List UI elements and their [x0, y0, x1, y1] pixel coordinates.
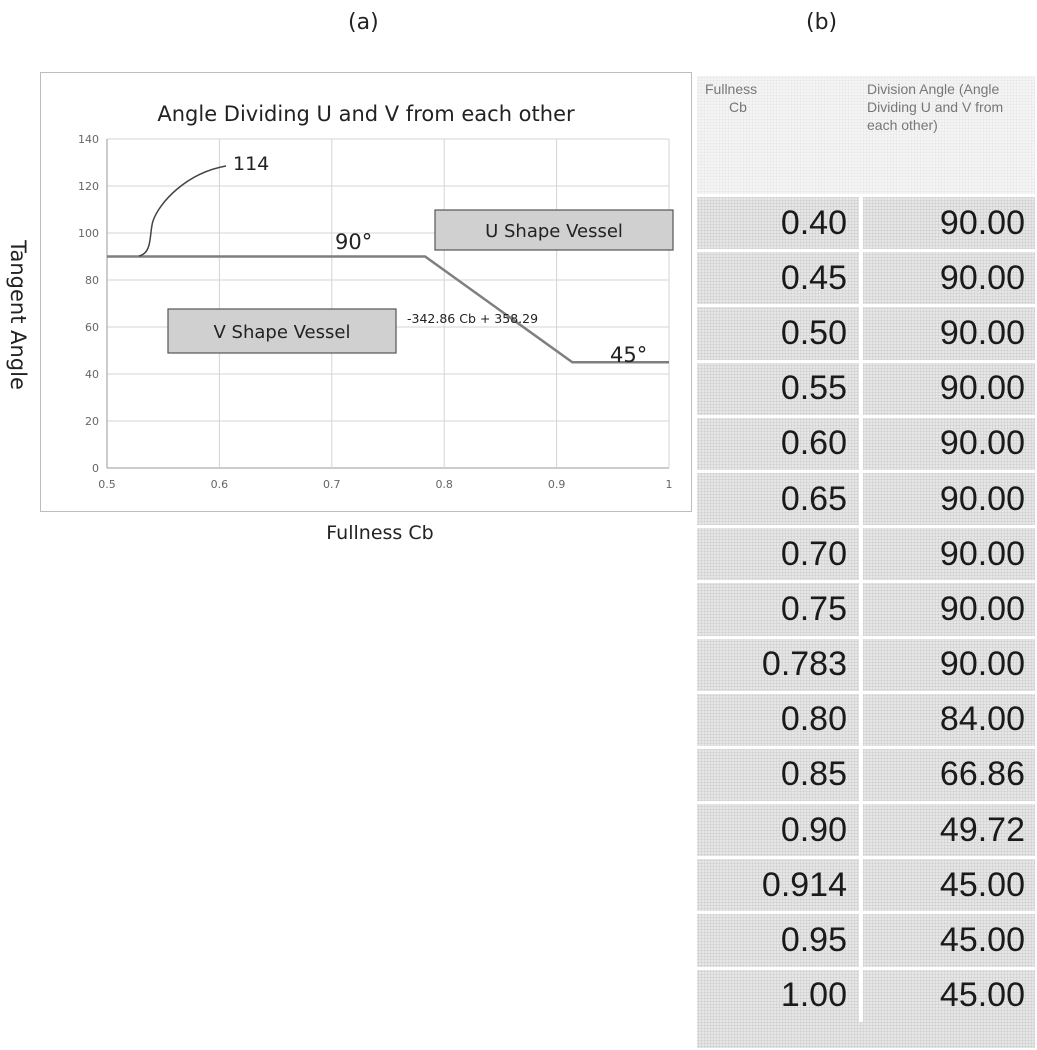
- y-tick-label: 40: [85, 368, 99, 381]
- cell-division-angle: 90.00: [861, 635, 1035, 693]
- cell-fullness: 0.45: [697, 249, 863, 306]
- data-table-panel: Fullness Cb Division Angle (Angle Dividi…: [697, 76, 1035, 1048]
- equation-label: -342.86 Cb + 358.29: [407, 311, 538, 326]
- y-tick-label: 120: [78, 180, 99, 193]
- table-row: 0.50 90.00: [697, 304, 1035, 362]
- chart-frame: Angle Dividing U and V from each other 0…: [40, 72, 692, 512]
- table-row: 0.45 90.00: [697, 249, 1035, 306]
- cell-fullness: 0.65: [697, 469, 863, 527]
- cell-division-angle: 90.00: [861, 304, 1035, 362]
- series-layer: [106, 255, 670, 364]
- leader-line-114: [138, 165, 227, 257]
- x-tick-label: 1: [666, 478, 673, 491]
- y-axis-label: Tangent Angle: [6, 240, 30, 390]
- table-row: 0.75 90.00: [697, 580, 1035, 637]
- u-shape-label: U Shape Vessel: [485, 221, 623, 242]
- cell-division-angle: 45.00: [861, 856, 1035, 913]
- cell-fullness: 0.90: [697, 801, 863, 858]
- y-tick-label: 140: [78, 133, 99, 146]
- table-row: 0.65 90.00: [697, 469, 1035, 527]
- cell-division-angle: 49.72: [861, 801, 1035, 858]
- table-row: 0.914 45.00: [697, 856, 1035, 913]
- table-row: 0.70 90.00: [697, 525, 1035, 582]
- table-row: 0.55 90.00: [697, 359, 1035, 417]
- header-fullness: Fullness Cb: [697, 76, 861, 196]
- header-division-angle: Division Angle (Angle Dividing U and V f…: [861, 76, 1035, 196]
- angle-45-label: 45°: [610, 343, 647, 367]
- cell-division-angle: 84.00: [861, 690, 1035, 748]
- cell-division-angle: 66.86: [861, 745, 1035, 803]
- y-tick-label: 100: [78, 227, 99, 240]
- grid-layer: [106, 138, 670, 469]
- x-tick-label: 0.7: [323, 478, 341, 491]
- cell-division-angle: 90.00: [861, 359, 1035, 417]
- panel-label-a: (a): [348, 10, 379, 35]
- tick-layer: 0 20 40 60 80 100 120 140 0.5 0.6 0.7 0.8 0.9 1: [78, 133, 673, 491]
- table-row: 1.00 45.00: [697, 966, 1035, 1022]
- angle-90-label: 90°: [335, 230, 372, 254]
- chart-svg: Angle Dividing U and V from each other 0…: [78, 102, 674, 491]
- cell-division-angle: 90.00: [861, 249, 1035, 306]
- series-line: [107, 255, 669, 364]
- cell-fullness: 0.95: [697, 911, 863, 969]
- reference-numeral-114: 114: [233, 153, 269, 175]
- table-body: 0.40 90.00 0.45 90.00 0.50 90.00 0.55 90.00 0.60…: [697, 193, 1035, 1022]
- y-tick-label: 60: [85, 321, 99, 334]
- data-table: Fullness Cb Division Angle (Angle Dividi…: [697, 76, 1035, 1022]
- header-fullness-line1: Fullness: [705, 81, 758, 97]
- y-axis-label-wrap: Tangent Angle: [0, 200, 36, 430]
- cell-division-angle: 90.00: [861, 414, 1035, 472]
- x-tick-label: 0.8: [435, 478, 453, 491]
- cell-division-angle: 45.00: [861, 911, 1035, 969]
- table-row: 0.90 49.72: [697, 801, 1035, 858]
- y-tick-label: 0: [92, 462, 99, 475]
- cell-fullness: 0.40: [697, 193, 863, 251]
- cell-fullness: 0.783: [697, 635, 863, 693]
- cell-fullness: 1.00: [697, 966, 863, 1022]
- u-shape-box: U Shape Vessel: [434, 209, 674, 251]
- cell-fullness: 0.85: [697, 745, 863, 803]
- cell-division-angle: 90.00: [861, 525, 1035, 582]
- v-shape-box: V Shape Vessel: [167, 308, 397, 354]
- x-tick-label: 0.9: [548, 478, 566, 491]
- header-fullness-line2: Cb: [729, 99, 747, 115]
- x-tick-label: 0.5: [98, 478, 116, 491]
- table-row: 0.783 90.00: [697, 635, 1035, 693]
- cell-fullness: 0.50: [697, 304, 863, 362]
- cell-fullness: 0.80: [697, 690, 863, 748]
- cell-division-angle: 90.00: [861, 580, 1035, 637]
- table-row: 0.40 90.00: [697, 193, 1035, 251]
- cell-fullness: 0.914: [697, 856, 863, 913]
- cell-fullness: 0.75: [697, 580, 863, 637]
- table-row: 0.80 84.00: [697, 690, 1035, 748]
- table-row: 0.60 90.00: [697, 414, 1035, 472]
- y-tick-label: 20: [85, 415, 99, 428]
- table-header-row: Fullness Cb Division Angle (Angle Dividi…: [697, 76, 1035, 196]
- annotation-layer: 114 90° 45° -342.86 Cb + 358.29 U Shape …: [138, 153, 674, 367]
- x-tick-label: 0.6: [211, 478, 229, 491]
- cell-fullness: 0.70: [697, 525, 863, 582]
- table-row: 0.95 45.00: [697, 911, 1035, 969]
- cell-fullness: 0.55: [697, 359, 863, 417]
- y-tick-label: 80: [85, 274, 99, 287]
- panel-label-b: (b): [806, 10, 838, 35]
- cell-division-angle: 90.00: [861, 193, 1035, 251]
- cell-division-angle: 90.00: [861, 469, 1035, 527]
- table-row: 0.85 66.86: [697, 745, 1035, 803]
- cell-fullness: 0.60: [697, 414, 863, 472]
- chart-title: Angle Dividing U and V from each other: [157, 102, 575, 126]
- x-axis-label: Fullness Cb: [326, 522, 434, 544]
- cell-division-angle: 45.00: [861, 966, 1035, 1022]
- v-shape-label: V Shape Vessel: [214, 322, 351, 343]
